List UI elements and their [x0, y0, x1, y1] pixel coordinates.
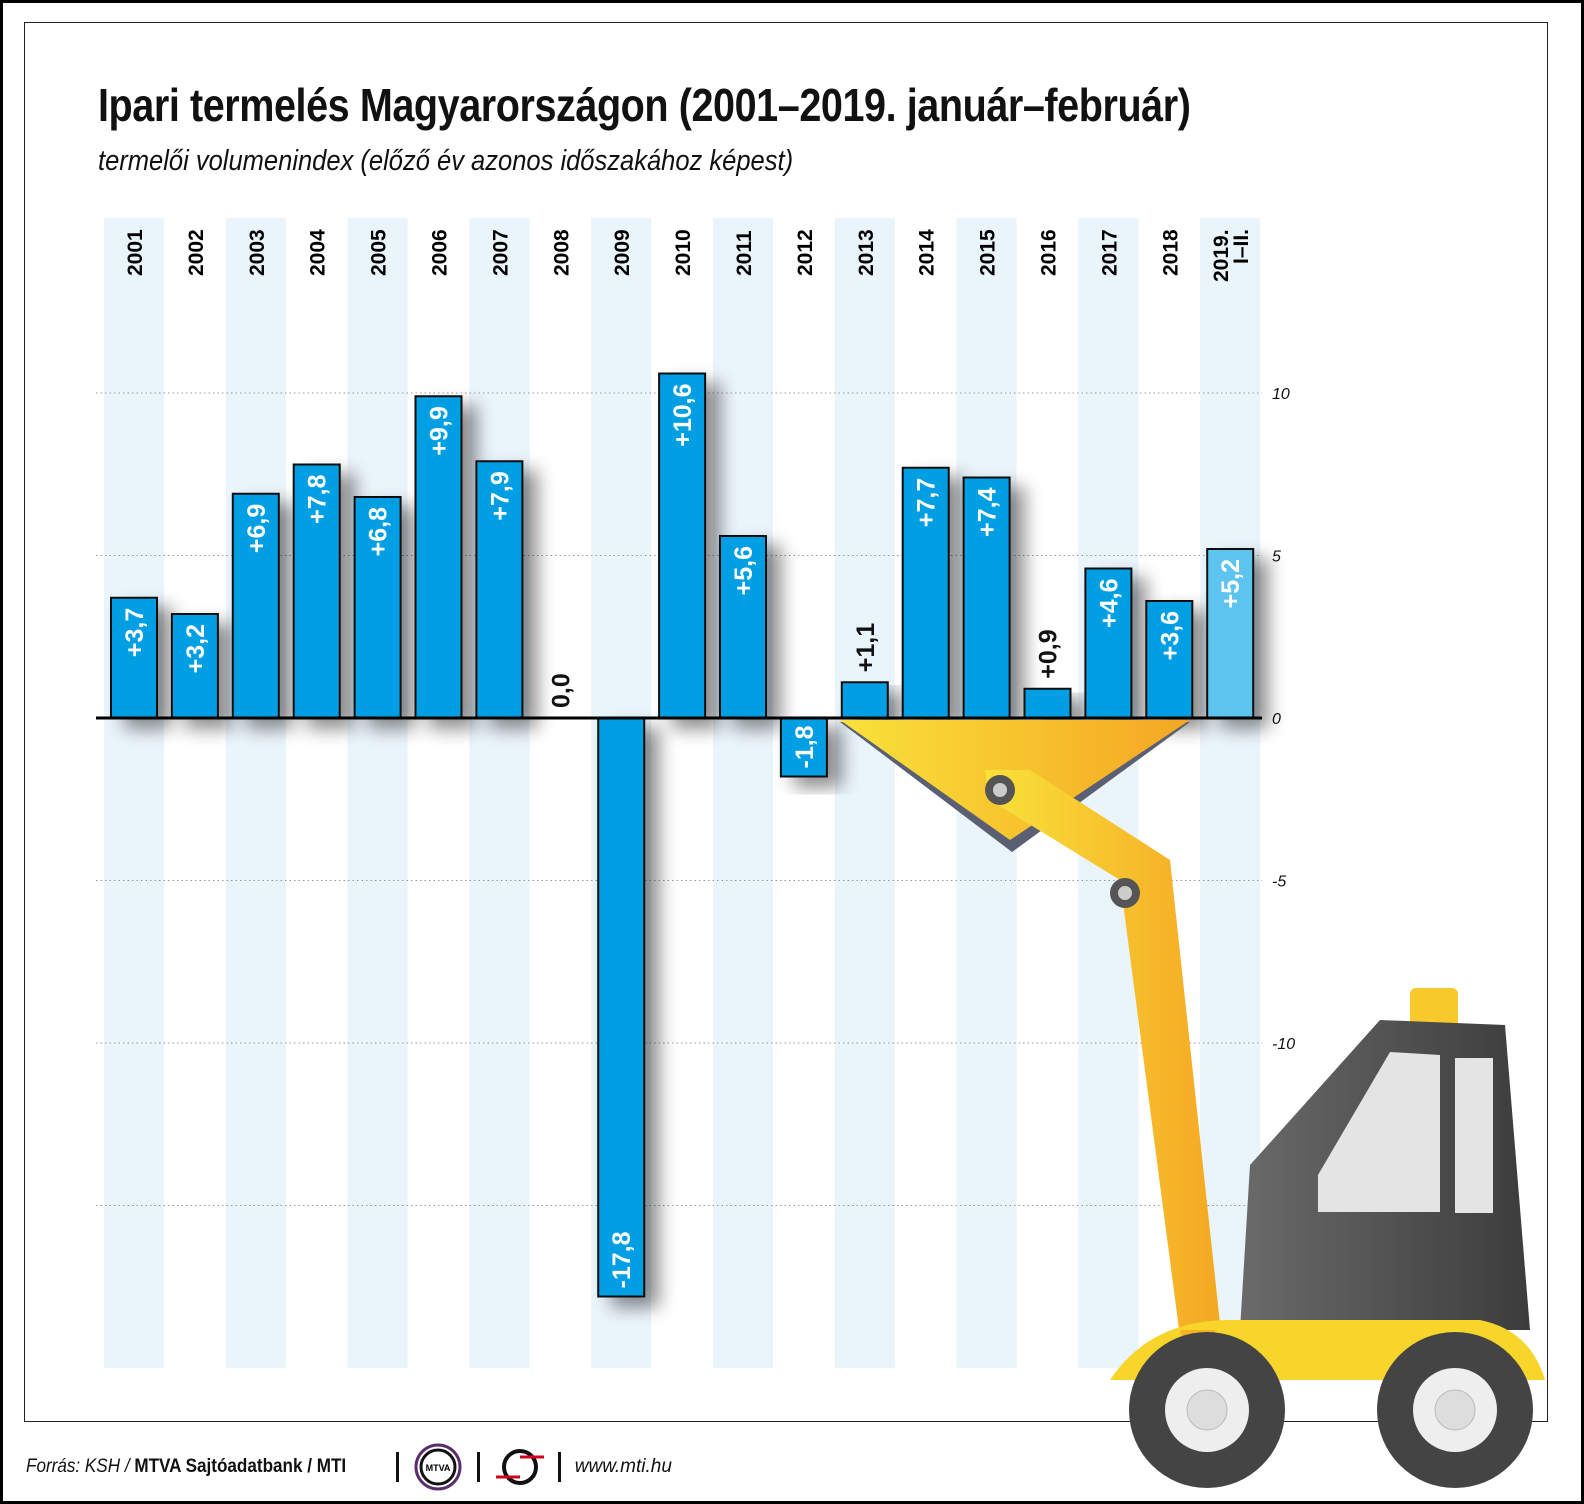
bar [597, 717, 646, 1298]
bar [779, 717, 828, 778]
x-tick-label-sub: I–II. [1230, 229, 1253, 264]
chart-title: Ipari termelés Magyarországon (2001–2019… [98, 79, 1191, 131]
bar [414, 395, 463, 719]
website-link[interactable]: www.mti.hu [574, 1456, 672, 1477]
data-label: +7,4 [974, 487, 1002, 536]
x-tick-label: 2005 [368, 229, 391, 276]
data-label: +5,2 [1217, 559, 1245, 608]
footer: Forrás: KSH / MTVA Sajtóadatbank / MTI M… [26, 1442, 672, 1492]
mtva-logo: MTVA [414, 1443, 462, 1491]
data-label: +10,6 [669, 384, 697, 447]
y-tick-label: 5 [1272, 549, 1281, 566]
x-tick-label: 2015 [977, 229, 1000, 276]
x-tick-label: 2018 [1159, 229, 1182, 276]
y-tick-label: -5 [1272, 874, 1286, 891]
x-tick-label: 2019. [1210, 229, 1233, 282]
column-stripe [347, 218, 408, 1368]
x-tick-label: 2006 [429, 229, 452, 276]
separator [476, 1452, 480, 1482]
separator [395, 1452, 399, 1482]
bar [170, 613, 219, 719]
x-tick-label: 2002 [185, 229, 208, 276]
x-tick-label: 2008 [550, 229, 573, 276]
data-label: 0,0 [547, 673, 575, 708]
loader-arm [985, 770, 1225, 1375]
bar [719, 535, 767, 719]
data-label: -1,8 [791, 725, 819, 768]
chart-subtitle: termelői volumenindex (előző év azonos i… [98, 145, 794, 177]
data-label: +9,9 [426, 406, 454, 455]
bar [292, 463, 341, 719]
data-label: +7,8 [304, 474, 332, 523]
x-tick-label: 2017 [1098, 229, 1121, 276]
bar [962, 476, 1011, 719]
column-stripe [713, 218, 773, 1368]
x-tick-label: 2004 [307, 229, 330, 276]
data-label: +0,9 [1035, 629, 1063, 678]
bar [1023, 687, 1072, 719]
x-tick-label: 2011 [733, 230, 756, 276]
data-label: +7,7 [913, 478, 941, 527]
x-tick-label: 2014 [916, 229, 939, 276]
y-tick-label: 0 [1272, 711, 1281, 728]
separator [557, 1452, 561, 1482]
chart-frame [24, 22, 1548, 1422]
data-label: +6,8 [365, 507, 393, 556]
bar [110, 596, 158, 719]
svg-text:MTVA: MTVA [425, 1463, 450, 1473]
bar [1145, 600, 1194, 719]
data-label: +5,6 [730, 546, 758, 595]
mti-logo [495, 1449, 544, 1485]
source-text: Forrás: KSH / MTVA Sajtóadatbank / MTI [26, 1456, 346, 1478]
x-tick-label: 2009 [611, 229, 634, 276]
bar [353, 496, 402, 719]
bar [1084, 567, 1133, 719]
y-tick-label: 10 [1272, 386, 1290, 403]
bar [901, 466, 950, 719]
data-label: +7,9 [486, 471, 514, 520]
x-tick-label: 2013 [855, 229, 878, 276]
column-stripe [834, 218, 895, 1368]
source-prefix: Forrás: KSH / [26, 1456, 130, 1477]
bar [231, 492, 280, 719]
data-label: +3,7 [121, 608, 149, 657]
source-bold: MTVA Sajtóadatbank / MTI [134, 1456, 347, 1477]
column-stripe [104, 218, 164, 1368]
x-tick-label: 2007 [489, 229, 512, 276]
x-tick-label: 2012 [794, 229, 817, 276]
y-tick-label: -10 [1272, 1036, 1295, 1053]
x-tick-label: 2003 [246, 229, 269, 276]
x-tick-label: 2001 [124, 229, 147, 276]
data-label: -17,8 [608, 1231, 636, 1288]
data-label: +3,2 [182, 624, 210, 673]
x-tick-label: 2016 [1038, 229, 1061, 276]
data-label: +1,1 [852, 623, 880, 672]
loader-illustration [840, 720, 1545, 1488]
bar [658, 372, 707, 719]
data-label: +4,6 [1095, 579, 1123, 628]
column-stripe [469, 218, 530, 1368]
data-label: +3,6 [1156, 611, 1184, 660]
data-label: +6,9 [243, 504, 271, 553]
bar [840, 681, 889, 719]
x-tick-label: 2010 [672, 229, 695, 276]
column-stripe [225, 218, 286, 1368]
bar [475, 460, 524, 719]
